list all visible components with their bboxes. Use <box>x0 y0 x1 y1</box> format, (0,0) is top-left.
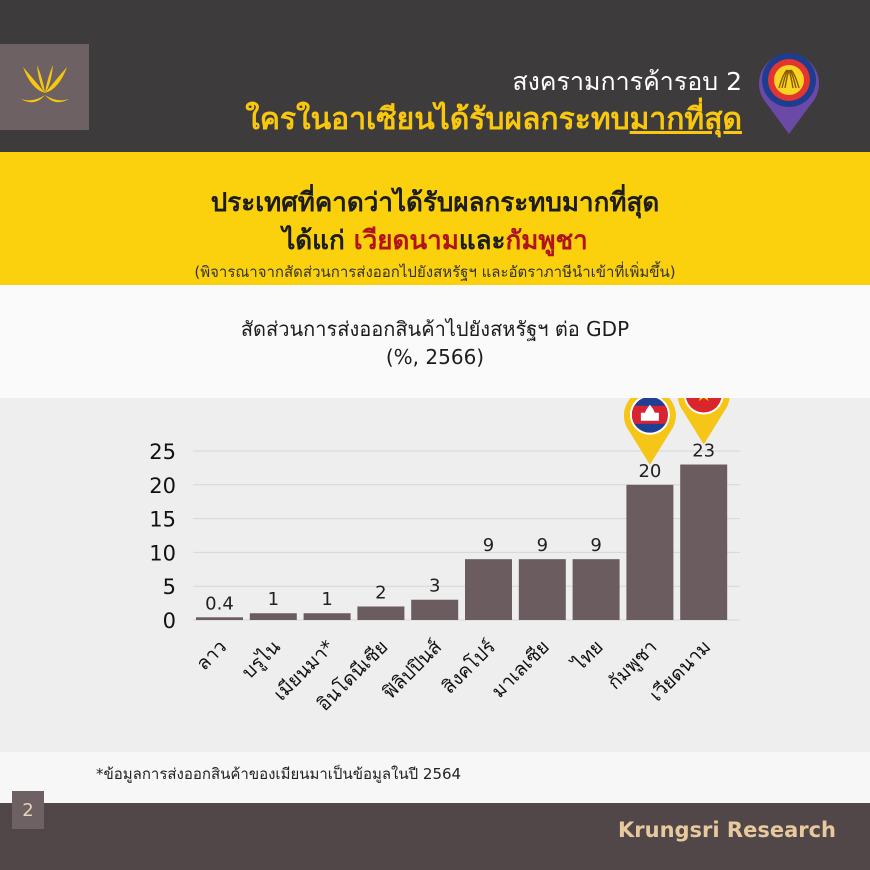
chart-title: สัดส่วนการส่งออกสินค้าไปยังสหรัฐฯ ต่อ GD… <box>240 317 630 341</box>
highlight-vietnam: เวียดนาม <box>353 226 459 256</box>
logo-box <box>0 44 89 130</box>
data-label: 2 <box>375 582 386 603</box>
y-tick-label: 10 <box>149 541 176 565</box>
asean-emblem-pin-icon <box>759 53 819 134</box>
header-title-line1: สงครามการค้ารอบ 2 <box>512 67 742 96</box>
summary-band: ประเทศที่คาดว่าได้รับผลกระทบมากที่สุด ได… <box>0 152 870 285</box>
category-label: บรูไน <box>238 636 285 683</box>
krungsri-logo-icon <box>20 65 69 103</box>
bar <box>196 617 243 620</box>
chart-title-area: สัดส่วนการส่งออกสินค้าไปยังสหรัฐฯ ต่อ GD… <box>0 285 870 398</box>
summary-line2-middle: และ <box>458 226 506 256</box>
highlight-cambodia: กัมพูชา <box>505 226 588 256</box>
y-tick-label: 25 <box>149 440 176 464</box>
bar <box>518 559 566 620</box>
data-label: 9 <box>590 535 601 556</box>
summary-line2: ได้แก่ เวียดนามและกัมพูชา <box>0 220 870 261</box>
summary-line1: ประเทศที่คาดว่าได้รับผลกระทบมากที่สุด <box>210 188 660 218</box>
bar <box>249 613 297 620</box>
chart-subtitle: (%, 2566) <box>385 345 485 369</box>
data-label: 1 <box>321 589 332 610</box>
data-label: 0.4 <box>205 593 234 614</box>
cambodia-flag-pin-icon <box>623 389 676 465</box>
plot-area: 0 5 10 15 20 25 0.4 1 1 2 3 9 9 9 20 23 ลาว บรูไน เมียนม… <box>0 369 870 752</box>
data-label: 9 <box>483 535 494 556</box>
brand-name: Krungsri Research <box>617 818 836 842</box>
footnote: *ข้อมูลการส่งออกสินค้าของเมียนมาเป็นข้อม… <box>96 765 462 783</box>
bar <box>303 613 351 620</box>
footer <box>0 803 870 870</box>
y-tick-label: 20 <box>149 474 176 498</box>
bar <box>357 606 405 620</box>
bar <box>680 464 728 620</box>
header-title-line2: ใครในอาเซียนได้รับผลกระทบมากที่สุด <box>245 96 742 143</box>
y-tick-label: 15 <box>149 508 176 532</box>
summary-line2-prefix: ได้แก่ <box>282 226 354 256</box>
data-label: 1 <box>268 589 279 610</box>
category-label: ลาว <box>192 636 231 675</box>
bar <box>572 559 620 620</box>
y-tick-label: 0 <box>163 609 176 633</box>
header: สงครามการค้ารอบ 2 ใครในอาเซียนได้รับผลกร… <box>0 0 870 152</box>
page-number: 2 <box>12 791 44 829</box>
vietnam-flag-pin-icon <box>677 369 730 445</box>
bar <box>465 559 512 620</box>
category-label: มาเลเซีย <box>487 636 553 702</box>
data-label: 23 <box>692 441 715 462</box>
header-title-underlined: มากที่สุด <box>629 102 742 137</box>
category-label: ไทย <box>567 636 607 676</box>
bar <box>411 599 459 620</box>
data-label: 9 <box>537 535 548 556</box>
header-title-prefix: ใครในอาเซียนได้รับผลกระทบ <box>245 102 630 137</box>
y-tick-label: 5 <box>163 575 176 599</box>
bar <box>626 484 674 620</box>
data-label: 20 <box>638 461 661 482</box>
category-label: ฟิลิปปินส์ <box>378 636 446 704</box>
summary-note: (พิจารณาจากสัดส่วนการส่งออกไปยังสหรัฐฯ แ… <box>194 263 676 281</box>
data-label: 3 <box>429 576 440 597</box>
